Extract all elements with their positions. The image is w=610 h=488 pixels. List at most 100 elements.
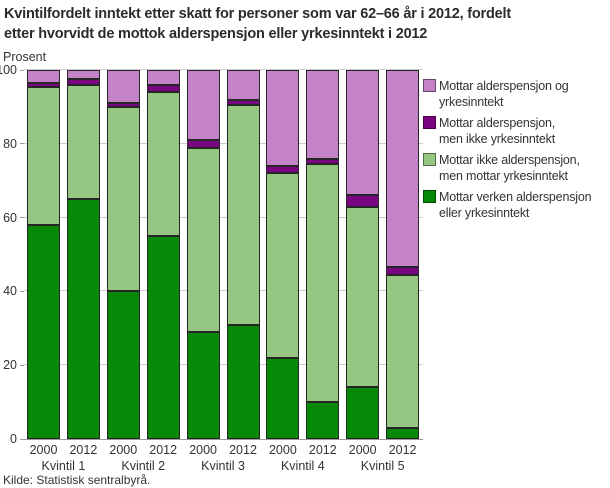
bar-kvintil-1-2000 [27,70,60,439]
x-year-label: 2012 [229,443,257,457]
gridline-60 [24,216,423,218]
y-tick-mark-20 [20,364,24,366]
bar-kvintil-5-2012 [386,70,420,439]
y-tick-mark-0 [20,438,24,440]
x-year-label: 2012 [308,443,337,457]
segment-alderspensjon-og-yrkesinntekt [27,70,60,83]
segment-verken-alderspensjon-eller-yrkesinntekt [146,236,180,439]
legend-label-line: eller yrkesinntekt [439,206,530,220]
y-axis: 0 20 40 60 80 100 [0,63,24,446]
y-tick-label-20: 20 [3,358,17,373]
segment-alderspensjon-men-ikke-yrkesinntekt [27,82,60,87]
segment-ikke-alderspensjon-men-yrkesinntekt [186,147,220,332]
x-group-label: Kvintil 5 [360,459,405,473]
legend-label-line: Mottar verken alderspensjon [439,190,592,204]
legend-swatch-alderspensjon-og-yrkesinntekt [423,79,436,92]
segment-alderspensjon-og-yrkesinntekt [306,70,340,159]
legend-item-alderspensjon-og-yrkesinntekt: Mottar alderspensjon og yrkesinntekt [423,78,609,110]
y-tick-label-80: 80 [3,136,17,151]
legend-label-line: men ikke yrkesinntekt [439,132,555,146]
segment-ikke-alderspensjon-men-yrkesinntekt [386,274,420,428]
segment-verken-alderspensjon-eller-yrkesinntekt [386,427,420,439]
legend-label-alderspensjon-men-ikke-yrkesinntekt: Mottar alderspensjon, men ikke yrkesinnte… [439,115,555,147]
segment-alderspensjon-men-ikke-yrkesinntekt [226,99,260,106]
segment-verken-alderspensjon-eller-yrkesinntekt [106,291,140,439]
segment-alderspensjon-og-yrkesinntekt [106,70,140,104]
segment-alderspensjon-og-yrkesinntekt [266,70,300,166]
gridline-20 [24,364,423,366]
x-year-label: 2012 [388,443,417,457]
legend: Mottar alderspensjon og yrkesinntekt Motta… [423,78,609,226]
segment-alderspensjon-men-ikke-yrkesinntekt [106,103,140,107]
x-year-label: 2012 [69,443,98,457]
segment-ikke-alderspensjon-men-yrkesinntekt [66,84,100,200]
bar-kvintil-4-2000 [266,70,300,439]
segment-alderspensjon-og-yrkesinntekt [386,70,420,268]
legend-item-verken-alderspensjon-eller-yrkesinntekt: Mottar verken alderspensjon eller yrkesin… [423,189,609,221]
bar-kvintil-3-2000 [186,70,220,439]
x-year-label: 2000 [29,443,58,457]
x-year-label: 2012 [149,443,178,457]
x-group-label: Kvintil 4 [280,459,325,473]
legend-label-alderspensjon-og-yrkesinntekt: Mottar alderspensjon og yrkesinntekt [439,78,569,110]
y-tick-label-40: 40 [3,284,17,299]
bar-kvintil-3-2012 [226,70,260,439]
segment-verken-alderspensjon-eller-yrkesinntekt [186,332,220,439]
segment-verken-alderspensjon-eller-yrkesinntekt [66,199,100,439]
legend-swatch-ikke-alderspensjon-men-yrkesinntekt [423,153,436,166]
segment-verken-alderspensjon-eller-yrkesinntekt [226,324,260,439]
segment-alderspensjon-men-ikke-yrkesinntekt [66,79,100,85]
x-group-label: Kvintil 1 [41,459,86,473]
segment-alderspensjon-men-ikke-yrkesinntekt [266,165,300,174]
x-group-label: Kvintil 3 [201,459,245,473]
x-axis-line [24,439,423,440]
segment-ikke-alderspensjon-men-yrkesinntekt [346,206,380,388]
y-tick-mark-40 [20,290,24,292]
segment-alderspensjon-og-yrkesinntekt [226,70,260,100]
y-tick-mark-100 [20,69,24,71]
segment-verken-alderspensjon-eller-yrkesinntekt [346,387,380,439]
segment-ikke-alderspensjon-men-yrkesinntekt [146,92,180,237]
segment-alderspensjon-men-ikke-yrkesinntekt [346,195,380,207]
chart-title-line-1: Kvintilfordelt inntekt etter skatt for p… [4,6,511,22]
gridline-40 [24,290,423,292]
y-tick-label-0: 0 [10,432,17,446]
segment-ikke-alderspensjon-men-yrkesinntekt [106,106,140,292]
source-note: Kilde: Statistisk sentralbyrå. [3,473,151,487]
y-tick-label-60: 60 [3,210,17,225]
y-tick-mark-80 [20,143,24,145]
x-year-label: 2000 [189,443,217,457]
y-tick-mark-60 [20,217,24,219]
segment-alderspensjon-og-yrkesinntekt [66,70,100,80]
legend-label-verken-alderspensjon-eller-yrkesinntekt: Mottar verken alderspensjon eller yrkesin… [439,189,592,221]
segment-ikke-alderspensjon-men-yrkesinntekt [27,86,60,225]
segment-alderspensjon-og-yrkesinntekt [146,70,180,85]
y-tick-label-100: 100 [0,63,17,77]
legend-item-alderspensjon-men-ikke-yrkesinntekt: Mottar alderspensjon, men ikke yrkesinnte… [423,115,609,147]
segment-verken-alderspensjon-eller-yrkesinntekt [266,357,300,439]
legend-label-line: Mottar alderspensjon, [439,116,556,130]
segment-alderspensjon-og-yrkesinntekt [186,70,220,141]
bar-kvintil-4-2012 [306,70,340,439]
bar-kvintil-2-2000 [106,70,140,439]
x-year-label: 2000 [109,443,138,457]
legend-swatch-verken-alderspensjon-eller-yrkesinntekt [423,190,436,203]
segment-alderspensjon-men-ikke-yrkesinntekt [306,158,340,165]
segment-alderspensjon-men-ikke-yrkesinntekt [146,84,180,93]
x-year-label: 2000 [268,443,297,457]
x-axis-labels: 2000 2012 Kvintil 1 2000 2012 Kvintil 2 2000 20… [24,440,423,476]
segment-alderspensjon-og-yrkesinntekt [346,70,380,196]
plot-area [24,69,423,439]
segment-verken-alderspensjon-eller-yrkesinntekt [306,402,340,439]
legend-label-line: yrkesinntekt [439,95,504,109]
segment-ikke-alderspensjon-men-yrkesinntekt [226,105,260,325]
bar-kvintil-5-2000 [346,70,380,439]
gridline-100 [24,69,423,70]
gridline-80 [24,142,423,144]
y-axis-unit-label: Prosent [3,50,47,64]
legend-swatch-alderspensjon-men-ikke-yrkesinntekt [423,116,436,129]
x-year-label: 2000 [348,443,377,457]
segment-alderspensjon-men-ikke-yrkesinntekt [186,140,220,148]
legend-label-ikke-alderspensjon-men-yrkesinntekt: Mottar ikke alderspensjon, men mottar yrk… [439,152,580,184]
segment-ikke-alderspensjon-men-yrkesinntekt [306,164,340,403]
